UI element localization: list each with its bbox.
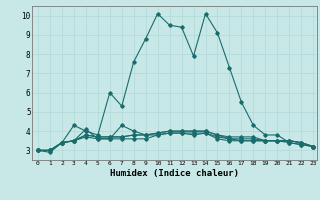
X-axis label: Humidex (Indice chaleur): Humidex (Indice chaleur) bbox=[110, 169, 239, 178]
